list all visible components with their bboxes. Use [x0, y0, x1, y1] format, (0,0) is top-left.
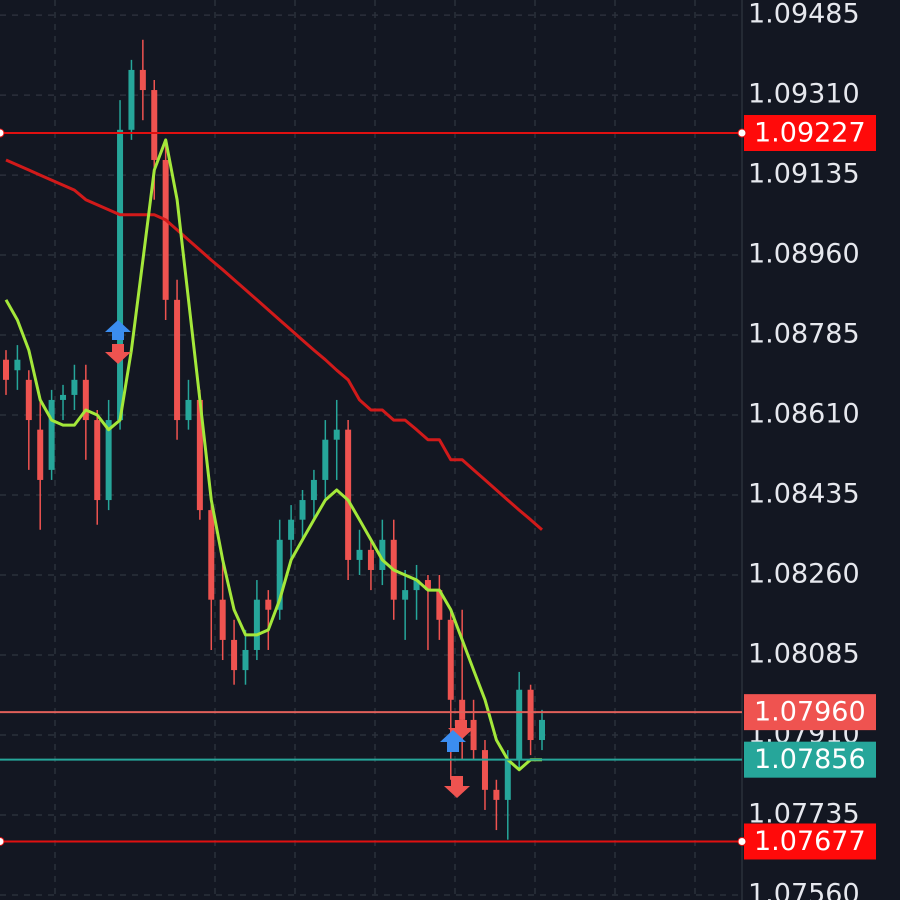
candle-body	[94, 420, 101, 501]
candle-body	[196, 399, 203, 511]
candle-body	[504, 759, 511, 800]
candle-body	[25, 379, 32, 421]
candle-body	[105, 420, 112, 501]
ma-line	[5, 158, 543, 531]
candle-body	[139, 69, 146, 91]
price-box	[744, 115, 876, 152]
line-handle	[737, 128, 747, 138]
candle-body	[447, 619, 454, 700]
y-tick-label: 1.07560	[748, 878, 860, 900]
ma-line	[4, 138, 542, 772]
candle-body	[299, 500, 306, 520]
y-tick-label: 1.09310	[748, 79, 860, 110]
price-box	[744, 823, 876, 860]
candle-body	[185, 399, 192, 421]
y-tick-label: 1.08960	[748, 239, 860, 270]
y-tick-label: 1.08610	[748, 399, 860, 430]
candle-body	[60, 394, 67, 400]
candle-body	[310, 479, 317, 501]
buy-arrow	[105, 320, 131, 340]
candle-body	[242, 649, 249, 671]
y-tick-label: 1.09135	[748, 159, 860, 190]
line-handle	[0, 836, 5, 846]
candle-body	[356, 549, 363, 560]
candle-body	[48, 399, 55, 470]
candle-body	[436, 590, 443, 620]
candle-body	[82, 379, 89, 421]
candle-body	[14, 359, 21, 371]
price-label: 1.07677	[754, 826, 866, 857]
y-tick-label: 1.08435	[748, 479, 860, 510]
price-label: 1.09227	[754, 118, 866, 149]
price-lines: 1.09227 1.07960 1.07856 1.07677	[0, 115, 876, 860]
candle-body	[527, 689, 534, 741]
candle-body	[208, 510, 215, 600]
price-box	[744, 694, 876, 731]
candle-body	[288, 519, 295, 540]
candle-body	[470, 719, 477, 751]
candle-body	[3, 359, 9, 380]
price-box	[744, 741, 876, 778]
candle-body	[333, 429, 340, 440]
price-label: 1.07960	[754, 697, 866, 728]
candle-body	[253, 599, 260, 650]
candle-body	[424, 580, 431, 591]
candle-body	[539, 719, 545, 741]
candle-body	[516, 689, 523, 760]
sell-arrow	[105, 344, 131, 364]
candle-body	[231, 639, 238, 671]
candle-body	[322, 439, 329, 480]
candle-body	[162, 159, 169, 300]
sell-arrow	[444, 776, 470, 798]
candle-body	[459, 699, 466, 720]
line-handle	[737, 836, 747, 846]
candle-body	[345, 429, 352, 560]
moving-averages	[4, 138, 543, 772]
sell-arrow	[448, 720, 474, 740]
y-tick-label: 1.08785	[748, 319, 860, 350]
line-handle	[0, 128, 5, 138]
price-label: 1.07856	[754, 744, 866, 775]
candle-body	[265, 599, 272, 610]
candle-body	[402, 590, 409, 600]
candle-body	[151, 90, 158, 160]
candle-body	[276, 539, 283, 610]
candle-body	[413, 580, 420, 591]
candle-body	[493, 789, 500, 800]
candle-body	[128, 69, 135, 130]
candle-body	[367, 549, 374, 570]
candle-body	[481, 750, 488, 790]
candle-body	[37, 429, 44, 480]
candle-body	[117, 129, 124, 421]
candle-body	[379, 539, 386, 570]
candle-body	[71, 379, 78, 395]
vertical-grid	[54, 0, 696, 900]
signals	[105, 320, 474, 798]
y-tick-label: 1.08260	[748, 559, 860, 590]
y-tick-label: 1.08085	[748, 639, 860, 670]
candle-body	[174, 299, 181, 421]
candle-body	[219, 599, 226, 640]
buy-arrow	[440, 730, 466, 752]
y-tick-label: 1.09485	[748, 0, 860, 30]
